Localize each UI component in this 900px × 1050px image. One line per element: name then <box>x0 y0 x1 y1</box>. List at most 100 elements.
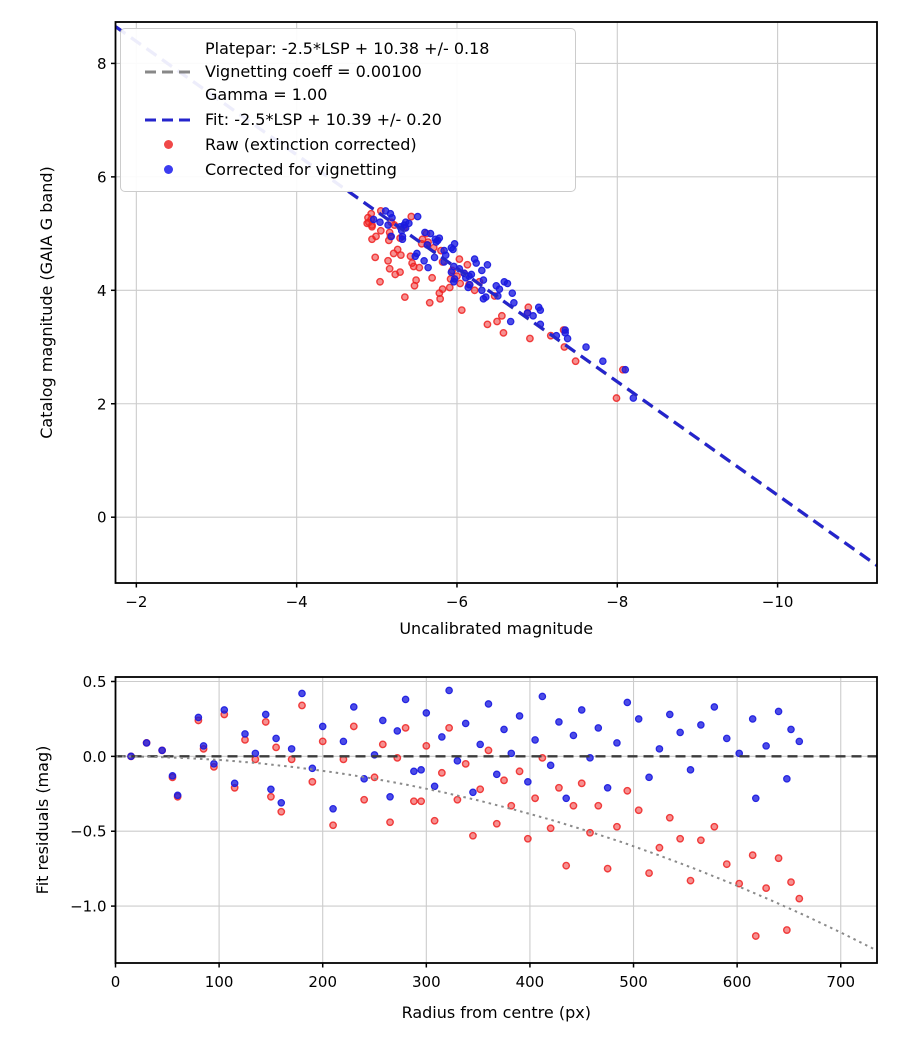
scatter-point <box>438 733 446 741</box>
raw-series-label: Raw (extinction corrected) <box>205 135 417 154</box>
scatter-point <box>318 722 327 731</box>
scatter-point <box>393 727 402 735</box>
scatter-point <box>445 724 454 732</box>
scatter-point <box>378 740 387 749</box>
scatter-point <box>696 836 705 845</box>
scatter-point <box>722 734 731 743</box>
scatter-point <box>386 792 394 801</box>
scatter-point <box>577 779 586 788</box>
scatter-point <box>478 266 486 275</box>
scatter-point <box>748 851 757 860</box>
x-tick-label: 200 <box>308 973 337 991</box>
scatter-point <box>329 804 337 813</box>
scatter-point <box>506 317 515 326</box>
y-tick-label: −0.5 <box>70 823 106 841</box>
legend-entry-raw: Raw (extinction corrected) <box>131 133 565 156</box>
scatter-point <box>492 819 501 828</box>
scatter-point <box>398 235 407 244</box>
scatter-point <box>546 824 555 833</box>
scatter-point <box>463 260 472 269</box>
scatter-point <box>386 818 394 827</box>
scatter-point <box>787 725 795 734</box>
scatter-point <box>603 784 612 792</box>
scatter-point <box>298 701 306 710</box>
legend-entry-platepar: Platepar: -2.5*LSP + 10.38 +/- 0.18 Vign… <box>131 37 565 106</box>
scatter-point <box>762 884 771 893</box>
y-tick-label: 2 <box>97 395 107 413</box>
scatter-point <box>445 283 454 292</box>
platepar-dashed-line-sample <box>131 69 205 75</box>
scatter-point <box>199 742 208 750</box>
scatter-point <box>483 260 492 269</box>
scatter-point <box>515 767 524 776</box>
scatter-point <box>603 864 612 873</box>
scatter-point <box>655 745 664 753</box>
scatter-point <box>363 219 372 228</box>
scatter-point <box>469 831 477 840</box>
scatter-point <box>500 776 508 785</box>
scatter-point <box>469 788 477 797</box>
scatter-point <box>400 293 409 302</box>
scatter-point <box>676 728 684 737</box>
scatter-point <box>503 279 512 288</box>
y-tick-label: 6 <box>97 168 107 186</box>
scatter-point <box>686 876 695 885</box>
plot-area <box>115 686 877 952</box>
scatter-point <box>531 794 540 803</box>
scatter-point <box>492 770 501 779</box>
scatter-point <box>435 289 444 298</box>
y-axis-label: Fit residuals (mag) <box>33 746 52 895</box>
scatter-point <box>562 794 570 803</box>
scatter-point <box>645 773 653 782</box>
scatter-point <box>599 357 607 366</box>
scatter-point <box>499 328 508 337</box>
x-tick-label: 400 <box>516 973 545 991</box>
scatter-point <box>376 218 384 227</box>
x-tick-label: −6 <box>446 593 468 611</box>
axes-spines <box>114 21 878 584</box>
scatter-point <box>391 270 400 279</box>
scatter-point <box>369 215 378 224</box>
scatter-point <box>484 700 493 708</box>
scatter-point <box>655 843 664 852</box>
scatter-point <box>472 259 481 267</box>
scatter-point <box>445 686 453 695</box>
scatter-point <box>261 710 270 719</box>
scatter-point <box>349 703 358 711</box>
scatter-point <box>272 743 280 752</box>
scatter-point <box>751 932 760 940</box>
y-tick-label: 0.0 <box>83 748 107 766</box>
scatter-point <box>510 298 518 307</box>
scatter-point <box>424 263 432 272</box>
scatter-point <box>158 746 166 755</box>
scatter-point <box>241 730 249 738</box>
scatter-point <box>417 766 425 774</box>
x-tick-label: 600 <box>723 973 752 991</box>
x-tick-label: 500 <box>619 973 648 991</box>
legend-dot-glyph <box>163 140 173 149</box>
scatter-point <box>318 737 327 746</box>
platepar-equation-text: Platepar: -2.5*LSP + 10.38 +/- 0.18 <box>205 39 490 58</box>
axes-spines <box>114 676 878 964</box>
scatter-point <box>476 740 484 749</box>
scatter-point <box>396 251 405 260</box>
scatter-point <box>393 245 402 254</box>
scatter-point <box>349 722 358 731</box>
scatter-point <box>479 276 488 284</box>
scatter-point <box>500 725 508 734</box>
scatter-point <box>272 734 280 743</box>
scatter-point <box>665 710 674 719</box>
scatter-point <box>634 715 643 723</box>
gamma-text: Gamma = 1.00 <box>205 85 328 104</box>
scatter-point <box>562 861 571 870</box>
scatter-point <box>277 807 286 816</box>
scatter-point <box>613 739 621 747</box>
scatter-point <box>515 712 524 720</box>
scatter-point <box>613 822 621 831</box>
scatter-point <box>433 236 442 245</box>
legend-box: Platepar: -2.5*LSP + 10.38 +/- 0.18 Vign… <box>120 28 576 192</box>
scatter-point <box>561 329 569 337</box>
legend-entry-corrected: Corrected for vignetting <box>131 158 565 181</box>
vignetting-coeff-text: Vignetting coeff = 0.00100 <box>205 62 422 81</box>
